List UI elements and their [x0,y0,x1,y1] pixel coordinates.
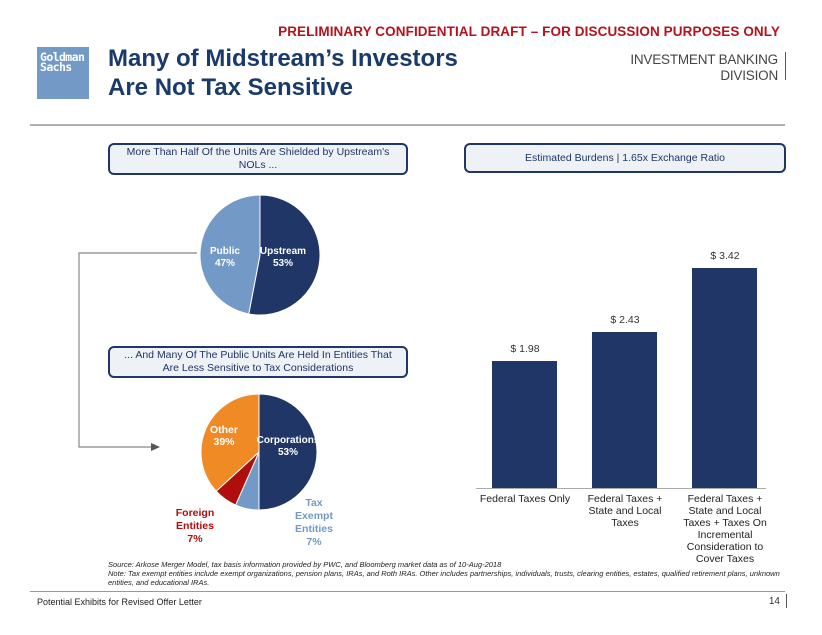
pie-label-foreign-pct: 7% [187,533,203,545]
pie-label-taxexempt-line3: Entities [295,523,333,535]
category-label-line: Taxes + Taxes On [683,517,767,529]
header-divider [30,124,785,126]
bar-value-label-3: $ 3.42 [710,250,740,262]
bar-1 [492,360,557,488]
category-label-line: Consideration to [686,541,764,553]
bar-value-label-1: $ 1.98 [510,342,540,355]
pie-slice-upstream [248,194,321,316]
category-label-2: Federal Taxes + State and Local Taxes [570,493,680,529]
pie-slice-public [199,194,261,315]
connector-line [78,252,197,448]
logo-line-2: Sachs [40,60,72,74]
category-label-line: State and Local [588,505,662,517]
pie-label-foreign-line1: Foreign [175,507,215,519]
category-label-line: Taxes [611,517,639,529]
pie-label-other-pct: 39% [213,436,235,448]
category-label-line: State and Local [688,505,762,517]
pie-label-corporations-name: Corporations [256,435,320,446]
pie-label-taxexempt-line2: Exempt [295,510,333,522]
division-line-1: INVESTMENT BANKING [630,52,778,67]
pie-chart-ownership [199,194,321,316]
pie-label-public-name: Public [209,246,240,257]
callout-public-units: ... And Many Of The Public Units Are Hel… [108,346,408,378]
pie-label-public: Public 47% [205,246,245,270]
goldman-sachs-logo: Goldman Sachs [37,47,89,99]
x-axis-line [476,488,766,489]
footnotes: Source: Arkose Merger Model, tax basis i… [108,560,788,587]
pie-label-taxexempt-pct: 7% [306,536,322,548]
page-title: Many of Midstream’s Investors Are Not Ta… [108,45,458,101]
arrowhead-icon [151,443,160,451]
confidential-banner: PRELIMINARY CONFIDENTIAL DRAFT – FOR DIS… [278,24,780,39]
footnote-source: Source: Arkose Merger Model, tax basis i… [108,560,502,569]
callout-upstream-nols: More Than Half Of the Units Are Shielded… [108,143,408,175]
division-divider [785,52,786,80]
pie-label-corporations: Corporations 53% [256,435,320,459]
callout-public-units-text: ... And Many Of The Public Units Are Hel… [124,349,392,374]
category-label-line: Federal Taxes + [687,493,763,505]
division-line-2: DIVISION [720,68,778,83]
footer-divider [30,591,785,592]
bar-value-label-2: $ 2.43 [610,313,640,326]
category-label-line: Federal Taxes Only [479,493,571,505]
bar-chart-estimated-burdens: $ 1.98 Federal Taxes Only $ 2.43 Federal Ta… [470,240,790,570]
connector-arrow [78,252,197,451]
pie-label-upstream: Upstream 53% [256,246,310,270]
pie-label-tax-exempt-entities: Tax Exempt Entities 7% [290,497,338,549]
category-label-line: Cover Taxes [695,553,755,565]
bar-3 [692,268,757,488]
page-number-divider [786,594,787,608]
bar-2 [592,331,657,488]
pie-label-public-pct: 47% [214,258,235,269]
pie-label-foreign-line2: Entities [176,520,214,532]
callout-estimated-burdens: Estimated Burdens | 1.65x Exchange Ratio [464,143,786,173]
logo-line-1: Goldman [40,50,85,64]
pie-label-other-name: Other [209,424,238,436]
pie-chart-public-holders [200,393,318,511]
callout-upstream-nols-text: More Than Half Of the Units Are Shielded… [126,146,390,171]
category-label-1: Federal Taxes Only [470,493,580,505]
callout-estimated-burdens-text: Estimated Burdens | 1.65x Exchange Ratio [524,151,725,164]
category-label-3: Federal Taxes + State and Local Taxes + Ta… [670,493,780,565]
category-label-line: Federal Taxes + [587,493,663,505]
category-label-line: Incremental [697,529,753,541]
page-number: 14 [768,596,780,607]
pie-label-taxexempt-line1: Tax [305,497,323,509]
pie-label-foreign-entities: Foreign Entities 7% [170,507,220,546]
pie-slice-corporations [258,393,318,511]
footer-document-title: Potential Exhibits for Revised Offer Let… [37,597,202,607]
footnote-note: Note: Tax exempt entities include exempt… [108,569,780,587]
pie-label-corporations-pct: 53% [277,447,298,458]
division-label: INVESTMENT BANKING DIVISION [560,52,784,84]
pie-label-other: Other 39% [204,424,244,448]
pie-label-upstream-name: Upstream [259,246,307,257]
pie-label-upstream-pct: 53% [272,258,293,269]
pie-slice-other [200,393,260,492]
